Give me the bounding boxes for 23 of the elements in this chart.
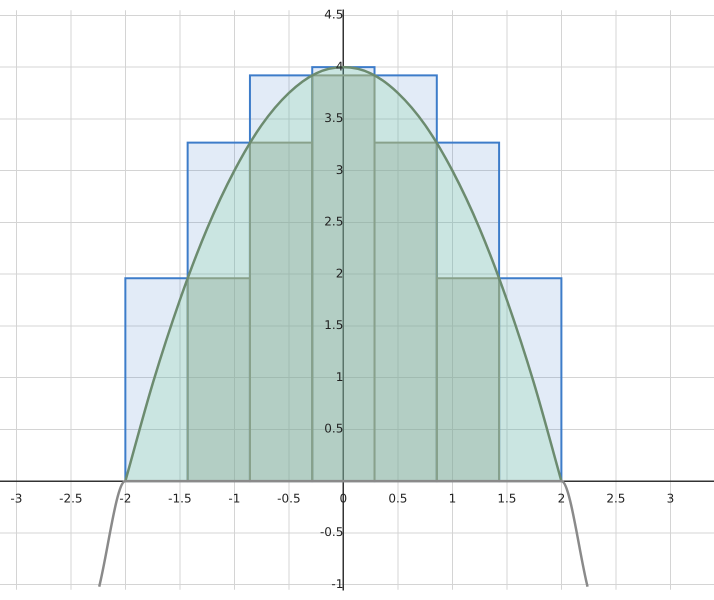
x-tick-label: -2.5 <box>59 491 83 506</box>
x-tick-label: 3 <box>666 491 674 506</box>
y-tick-label: -0.5 <box>320 525 344 539</box>
y-tick-label: 3.5 <box>324 111 344 125</box>
y-tick-label: 2.5 <box>324 214 344 228</box>
y-tick-label: 3 <box>336 162 344 177</box>
y-tick-label: 4.5 <box>324 8 344 22</box>
x-tick-label: -0.5 <box>277 491 301 506</box>
y-tick-label: 1 <box>336 370 344 384</box>
x-tick-label: 1 <box>448 491 456 506</box>
x-tick-label: -3 <box>10 491 22 506</box>
y-tick-label: 1.5 <box>324 318 344 332</box>
y-tick-label: -1 <box>331 576 344 591</box>
y-tick-label: 0.5 <box>324 422 344 436</box>
x-tick-label: 2 <box>558 491 566 506</box>
x-tick-label: -1 <box>228 491 240 506</box>
y-tick-label: 4 <box>336 59 344 74</box>
x-tick-label: -1.5 <box>168 491 192 506</box>
y-tick-label: 2 <box>336 266 344 280</box>
x-tick-label: 2.5 <box>606 491 626 506</box>
x-tick-label: 0.5 <box>388 491 408 506</box>
x-tick-label: 1.5 <box>497 491 516 506</box>
x-tick-label: -2 <box>119 491 132 506</box>
